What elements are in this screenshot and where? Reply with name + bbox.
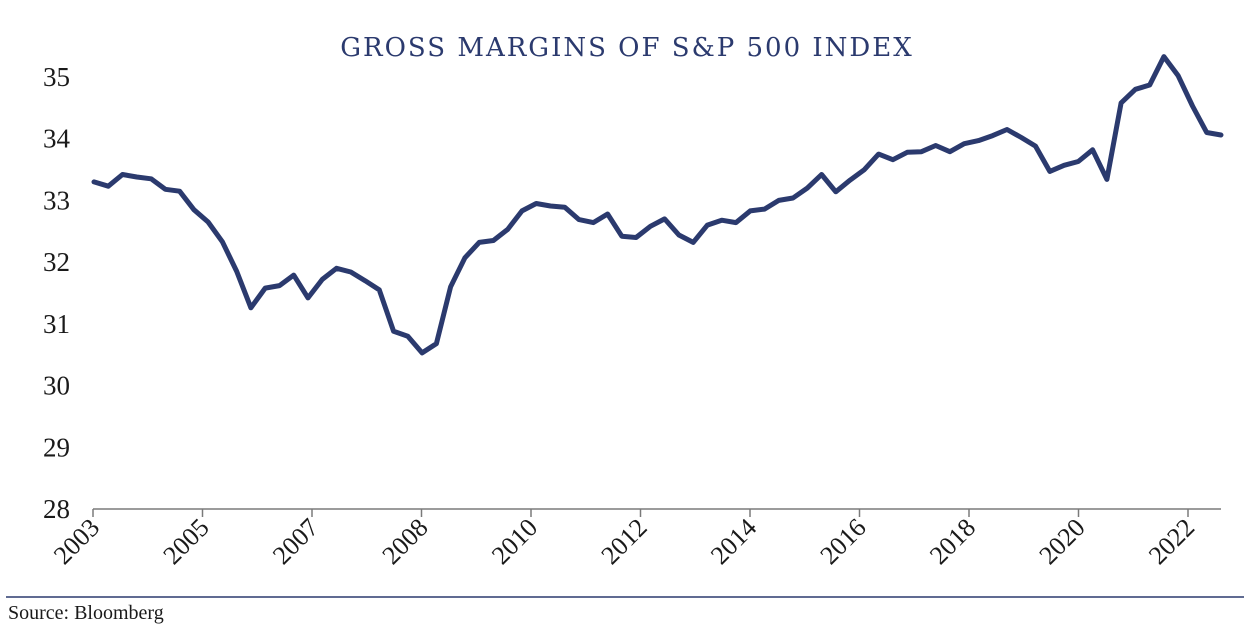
y-tick-label: 28 bbox=[43, 494, 70, 524]
y-tick-label: 32 bbox=[43, 247, 70, 277]
y-tick-label: 29 bbox=[43, 432, 70, 462]
x-tick-label: 2016 bbox=[814, 513, 871, 570]
y-tick-label: 30 bbox=[43, 371, 70, 401]
x-tick-label: 2005 bbox=[157, 513, 214, 570]
x-axis: 2003 2005 2007 2008 2010 2012 2014 2016 2018 2020… bbox=[48, 509, 1200, 570]
x-tick-label: 2014 bbox=[705, 513, 762, 570]
source-note: Source: Bloomberg bbox=[8, 602, 164, 624]
series-line-gross-margin bbox=[91, 54, 1224, 356]
chart-title: GROSS MARGINS OF S&P 500 INDEX bbox=[340, 33, 914, 63]
x-tick-label: 2018 bbox=[924, 513, 981, 570]
y-tick-label: 35 bbox=[43, 62, 70, 92]
x-tick-label: 2010 bbox=[486, 513, 543, 570]
y-tick-label: 34 bbox=[43, 124, 71, 154]
x-tick-label: 2020 bbox=[1033, 513, 1090, 570]
x-tick-label: 2008 bbox=[376, 513, 433, 570]
x-tick-label: 2012 bbox=[595, 513, 652, 570]
x-tick-label: 2007 bbox=[267, 513, 324, 570]
y-tick-label: 33 bbox=[43, 185, 70, 215]
y-axis: 28 29 30 31 32 33 34 35 bbox=[43, 62, 71, 524]
y-tick-label: 31 bbox=[43, 309, 70, 339]
x-tick-label: 2022 bbox=[1143, 513, 1200, 570]
